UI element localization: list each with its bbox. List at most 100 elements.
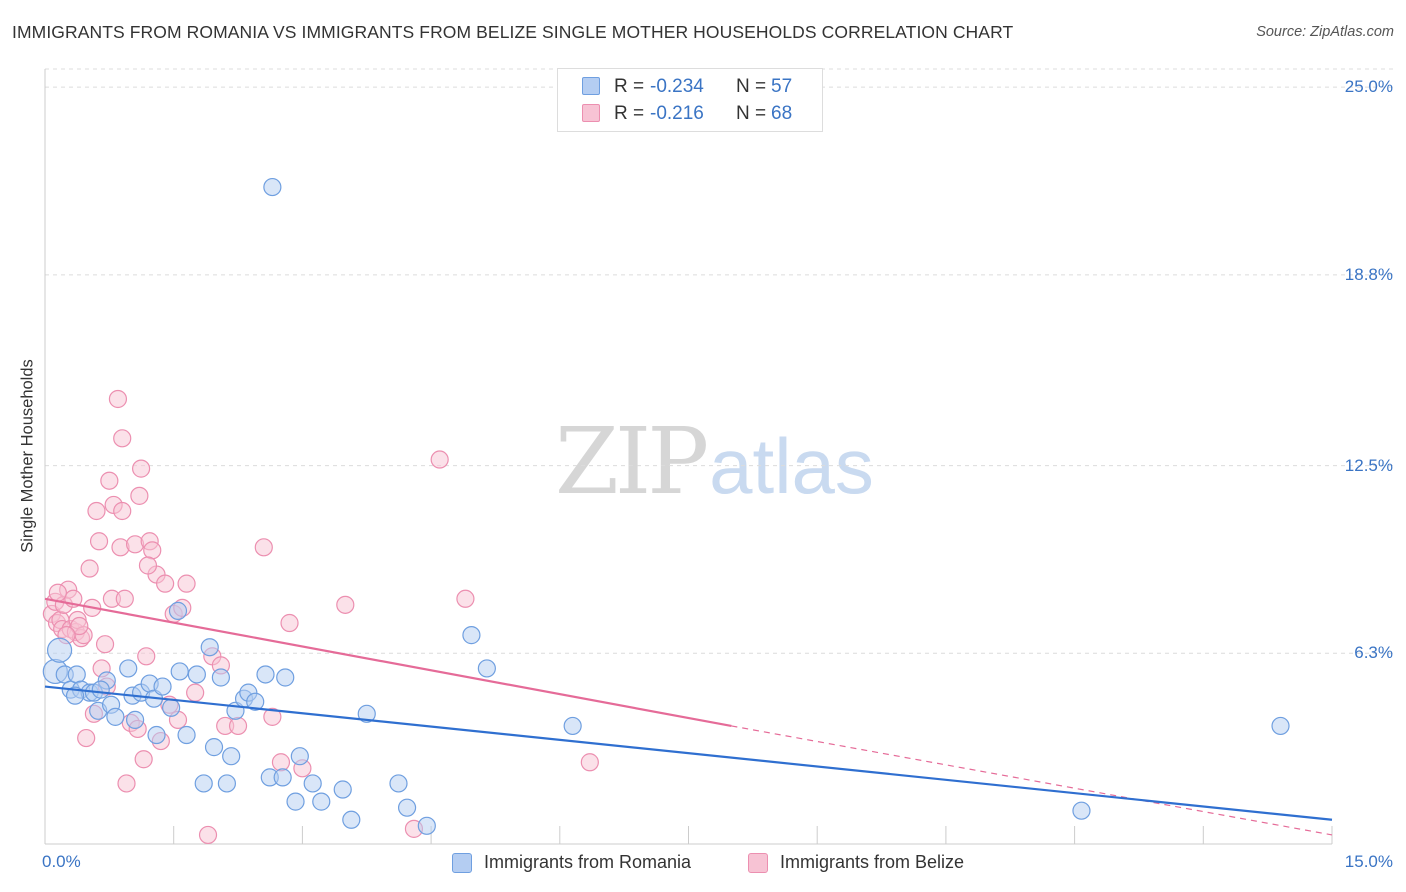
legend-swatch-belize	[582, 104, 600, 122]
belize-point	[115, 589, 134, 608]
belize-point	[138, 556, 158, 575]
belize-point	[430, 450, 449, 469]
romania-point	[563, 716, 582, 736]
y-tick-label: 12.5%	[1344, 455, 1393, 475]
romania-point	[168, 601, 188, 620]
romania-point	[119, 659, 138, 678]
romania-point	[256, 665, 275, 684]
romania-trend-line	[44, 685, 1333, 821]
belize-point	[113, 501, 132, 521]
romania-point	[333, 780, 352, 799]
belize-point	[131, 459, 151, 478]
romania-point	[106, 707, 125, 726]
belize-point	[177, 574, 196, 593]
belize-point	[48, 583, 67, 602]
romania-point	[286, 792, 305, 811]
x-tick-label: 0.0%	[42, 852, 81, 871]
romania-point	[417, 816, 436, 835]
romania-point	[91, 680, 110, 699]
belize-point	[580, 753, 599, 772]
belize-point	[137, 647, 156, 666]
belize-point	[130, 486, 149, 505]
bottom-legend-swatch-belize	[748, 853, 768, 873]
romania-point	[177, 725, 196, 745]
belize-point	[125, 535, 145, 554]
bottom-legend-label-romania: Immigrants from Romania	[484, 852, 692, 872]
legend-n-label: N =	[736, 103, 767, 124]
belize-point	[336, 595, 355, 614]
romania-point	[342, 810, 361, 829]
romania-point	[217, 774, 236, 793]
romania-point	[462, 626, 481, 645]
belize-point	[156, 574, 175, 593]
belize-point	[89, 532, 109, 551]
belize-point	[143, 541, 162, 560]
romania-point	[1072, 801, 1091, 820]
romania-point	[46, 637, 73, 663]
romania-point	[357, 704, 376, 723]
belize-point	[198, 825, 218, 845]
romania-point	[211, 668, 230, 687]
romania-point	[170, 662, 189, 681]
romania-point	[303, 774, 322, 793]
belize-point	[254, 538, 273, 557]
belize-point	[111, 538, 130, 557]
belize-point	[271, 753, 291, 772]
romania-point	[200, 638, 219, 657]
belize-point	[70, 616, 89, 636]
belize-point	[100, 471, 119, 490]
belize-point	[280, 613, 299, 633]
romania-point	[263, 177, 282, 197]
romania-points	[42, 177, 1290, 835]
bottom-legend-swatch-romania	[452, 853, 472, 873]
legend-n-label: N =	[736, 76, 767, 97]
axes	[44, 69, 1333, 845]
romania-point	[194, 774, 213, 793]
y-axis-label: Single Mother Households	[18, 359, 37, 553]
legend-r-value: -0.216	[650, 103, 704, 124]
x-tick-label: 15.0%	[1344, 852, 1393, 871]
belize-point	[263, 707, 282, 726]
belize-point	[108, 389, 128, 409]
legend-r-label: R =	[614, 76, 645, 97]
romania-point	[397, 798, 417, 817]
belize-point	[77, 728, 96, 748]
romania-point	[389, 774, 408, 793]
legend-n-value: 68	[771, 103, 793, 124]
belize-point	[95, 635, 115, 654]
romania-point	[1271, 716, 1290, 736]
romania-point	[67, 665, 86, 684]
belize-point	[80, 559, 99, 578]
belize-point	[87, 501, 106, 521]
belize-points	[42, 389, 599, 845]
romania-point	[273, 768, 292, 787]
chart-title: IMMIGRANTS FROM ROMANIA VS IMMIGRANTS FR…	[12, 22, 1014, 42]
legend-n-value: 57	[771, 76, 793, 97]
romania-point	[312, 792, 331, 811]
romania-point	[246, 692, 265, 711]
romania-point	[276, 668, 295, 687]
legend-r-value: -0.234	[650, 76, 704, 97]
gridlines	[45, 68, 1395, 654]
belize-point	[134, 750, 153, 769]
romania-point	[187, 665, 206, 684]
belize-point	[117, 774, 136, 793]
source-label: Source: ZipAtlas.com	[1256, 24, 1394, 40]
y-tick-label: 18.8%	[1344, 264, 1393, 284]
romania-point	[204, 738, 224, 757]
y-tick-label: 6.3%	[1354, 643, 1393, 663]
romania-point	[125, 710, 145, 729]
romania-point	[477, 659, 496, 678]
legend-swatch-romania	[582, 77, 600, 95]
belize-point	[456, 589, 475, 608]
legend-r-label: R =	[614, 103, 645, 124]
y-tick-label: 25.0%	[1344, 77, 1393, 97]
romania-point	[153, 677, 172, 696]
romania-point	[147, 725, 166, 745]
belize-point	[228, 716, 248, 736]
belize-trend-line	[44, 597, 732, 728]
watermark-zip: ZIP	[555, 408, 709, 515]
romania-point	[162, 698, 181, 717]
belize-point	[186, 683, 205, 702]
